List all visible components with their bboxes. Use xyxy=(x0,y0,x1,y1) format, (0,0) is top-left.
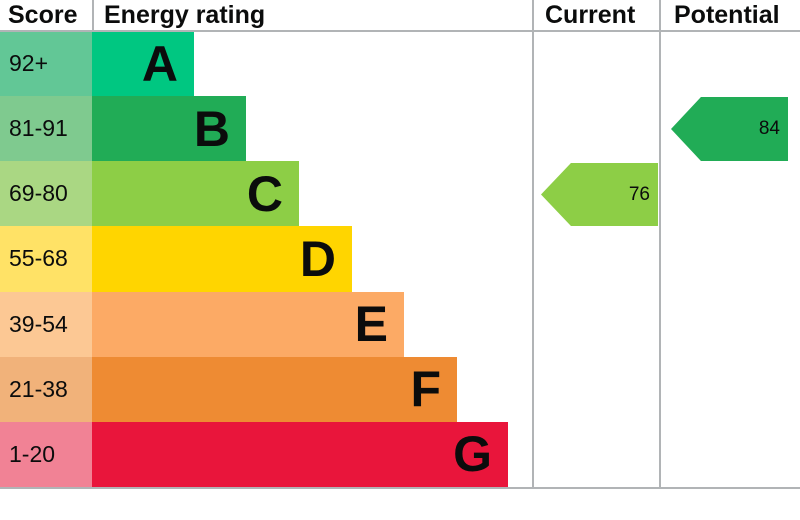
score-column-divider xyxy=(92,0,94,30)
band-bar-b: B xyxy=(92,96,246,162)
score-range-a: 92+ xyxy=(0,31,92,97)
band-bar-c: C xyxy=(92,161,299,227)
header-energy-rating: Energy rating xyxy=(104,0,266,29)
band-row-d: 55-68 D xyxy=(0,226,800,292)
band-row-g: 1-20 G xyxy=(0,421,800,487)
band-row-b: 81-91 B xyxy=(0,96,800,162)
band-bar-g: G xyxy=(92,421,508,487)
score-range-f: 21-38 xyxy=(0,356,92,422)
header-current: Current xyxy=(545,0,636,29)
current-rating-value: 76 xyxy=(628,183,650,205)
score-range-b: 81-91 xyxy=(0,96,92,162)
score-range-e: 39-54 xyxy=(0,291,92,357)
band-bar-f: F xyxy=(92,356,457,422)
potential-rating-value: 84 xyxy=(758,118,780,139)
band-row-c: 69-80 C xyxy=(0,161,800,227)
current-column-divider xyxy=(532,0,534,489)
score-range-c: 69-80 xyxy=(0,161,92,227)
band-bar-a: A xyxy=(92,31,194,97)
header-bottom-border xyxy=(0,30,800,32)
band-row-a: 92+ A xyxy=(0,31,800,97)
score-range-d: 55-68 xyxy=(0,226,92,292)
band-rows: 92+ A 81-91 B 69-80 C 55-68 D 39-54 E 21… xyxy=(0,31,800,487)
potential-column-divider xyxy=(659,0,661,489)
score-range-g: 1-20 xyxy=(0,421,92,487)
band-row-e: 39-54 E xyxy=(0,291,800,357)
band-bar-e: E xyxy=(92,291,404,357)
band-bar-d: D xyxy=(92,226,352,292)
header-score: Score xyxy=(8,0,78,29)
header-potential: Potential xyxy=(674,0,780,29)
band-row-f: 21-38 F xyxy=(0,356,800,422)
chart-bottom-border xyxy=(0,487,800,489)
